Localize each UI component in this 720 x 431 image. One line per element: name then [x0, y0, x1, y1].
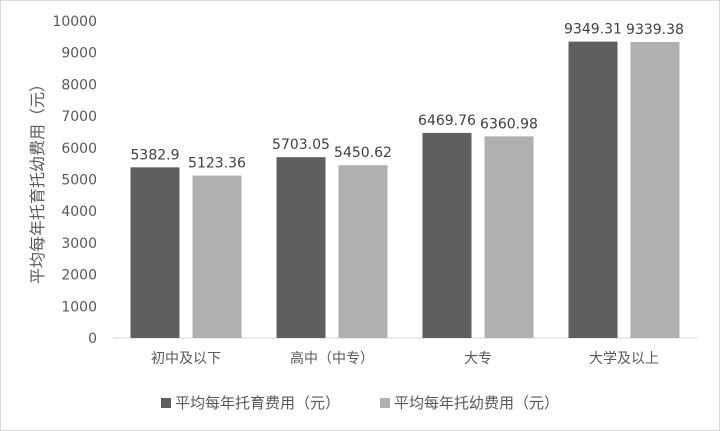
bar [568, 41, 618, 339]
y-tick-label: 8000 [61, 77, 97, 93]
legend: 平均每年托育费用（元） 平均每年托幼费用（元） [0, 392, 720, 413]
data-label: 5382.9 [131, 147, 180, 163]
y-tick-label: 1000 [61, 299, 97, 315]
bar [192, 175, 242, 338]
y-tick-label: 10000 [52, 14, 97, 30]
data-label: 5450.62 [334, 145, 392, 161]
bar [630, 41, 680, 339]
x-tick-label: 高中（中专） [290, 350, 374, 367]
data-label: 5123.36 [188, 156, 246, 172]
data-label: 6360.98 [480, 116, 538, 132]
x-tick-label: 大专 [464, 351, 492, 367]
data-label: 9339.38 [626, 22, 684, 38]
y-tick-label: 7000 [61, 109, 97, 125]
legend-label: 平均每年托育费用（元） [174, 394, 340, 412]
legend-item-tuoyou: 平均每年托幼费用（元） [380, 392, 559, 413]
bar [484, 136, 534, 338]
legend-swatch [160, 397, 171, 408]
bar [276, 157, 326, 338]
x-tick-label: 初中及以下 [151, 350, 221, 367]
legend-item-tuoyu: 平均每年托育费用（元） [160, 392, 340, 413]
data-label: 9349.31 [564, 22, 622, 38]
y-tick-label: 3000 [61, 236, 97, 252]
bar [422, 132, 472, 338]
data-label: 6469.76 [418, 113, 476, 129]
y-tick-label: 0 [88, 331, 97, 347]
y-tick-label: 9000 [61, 46, 97, 62]
legend-label: 平均每年托幼费用（元） [394, 394, 560, 412]
y-tick-label: 4000 [61, 204, 97, 220]
bar [130, 167, 180, 338]
x-tick-label: 大学及以上 [589, 351, 659, 367]
data-label: 5703.05 [272, 137, 330, 153]
y-tick-label: 6000 [61, 141, 97, 157]
bar [338, 165, 388, 338]
legend-swatch [380, 397, 390, 408]
y-tick-label: 2000 [61, 268, 97, 284]
y-tick-label: 5000 [61, 173, 97, 189]
y-axis-label: 平均每年托育托幼费用（元） [28, 76, 47, 284]
